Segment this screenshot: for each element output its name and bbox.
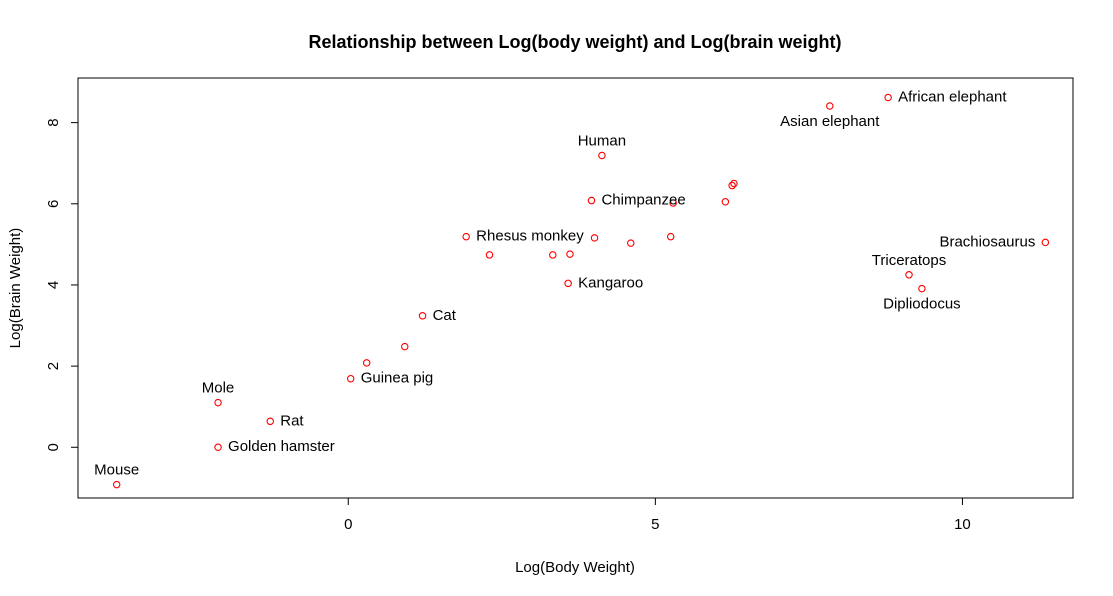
data-point <box>112 480 121 489</box>
data-point <box>214 398 222 407</box>
y-tick-label: 0 <box>45 443 62 451</box>
point-label: Rhesus monkey <box>476 228 584 245</box>
point-labels: Mouse Mole Golden hamster Rat Guinea pig Cat R… <box>94 88 1035 478</box>
point-label: Dipliodocus <box>883 296 961 313</box>
data-point <box>730 179 738 188</box>
plot-frame <box>77 77 1074 499</box>
x-axis-label: Log(Body Weight) <box>515 559 635 576</box>
point-label: Brachiosaurus <box>939 233 1035 250</box>
data-point <box>401 342 409 351</box>
chart-title: Relationship between Log(body weight) an… <box>309 32 842 52</box>
point-label: Golden hamster <box>228 438 335 455</box>
point-label: Kangaroo <box>578 274 643 291</box>
data-point <box>728 181 736 190</box>
data-point <box>669 199 677 207</box>
point-label: Rat <box>280 412 304 429</box>
x-tick-label: 5 <box>651 516 659 533</box>
point-label: Asian elephant <box>780 113 880 130</box>
data-point <box>266 417 274 426</box>
y-tick-label: 6 <box>45 200 62 208</box>
point-label: Triceratops <box>872 252 946 269</box>
data-point <box>462 232 470 241</box>
data-point <box>549 251 557 259</box>
data-point <box>884 93 892 102</box>
data-point <box>826 102 834 110</box>
y-tick-label: 4 <box>45 281 62 289</box>
data-point <box>564 279 572 288</box>
data-point <box>598 151 606 160</box>
x-tick-label: 0 <box>344 516 352 533</box>
x-tick-label: 10 <box>954 516 971 533</box>
x-axis: 0 5 10 <box>344 497 971 533</box>
y-tick-label: 8 <box>45 118 62 126</box>
data-point <box>918 284 926 293</box>
data-point <box>666 232 675 241</box>
data-point <box>566 250 574 258</box>
data-point <box>590 234 599 242</box>
data-point <box>485 251 494 259</box>
point-label: Guinea pig <box>361 370 434 387</box>
y-axis: 0 2 4 6 8 <box>45 118 79 451</box>
data-point <box>587 196 596 205</box>
y-axis-label: Log(Brain Weight) <box>7 228 24 349</box>
point-label: African elephant <box>898 88 1007 105</box>
point-label: Mole <box>202 380 235 397</box>
data-points <box>112 93 1050 489</box>
data-point <box>418 312 427 320</box>
data-point <box>214 443 222 452</box>
data-point <box>346 374 355 383</box>
point-label: Mouse <box>94 462 139 479</box>
point-label: Cat <box>433 307 457 324</box>
data-point <box>362 359 371 367</box>
point-label: Human <box>578 132 626 149</box>
point-label: Chimpanzee <box>601 192 685 209</box>
data-point <box>905 271 913 279</box>
data-point <box>627 239 635 247</box>
data-point <box>721 198 730 206</box>
data-point <box>1041 238 1050 247</box>
y-tick-label: 2 <box>45 362 62 370</box>
